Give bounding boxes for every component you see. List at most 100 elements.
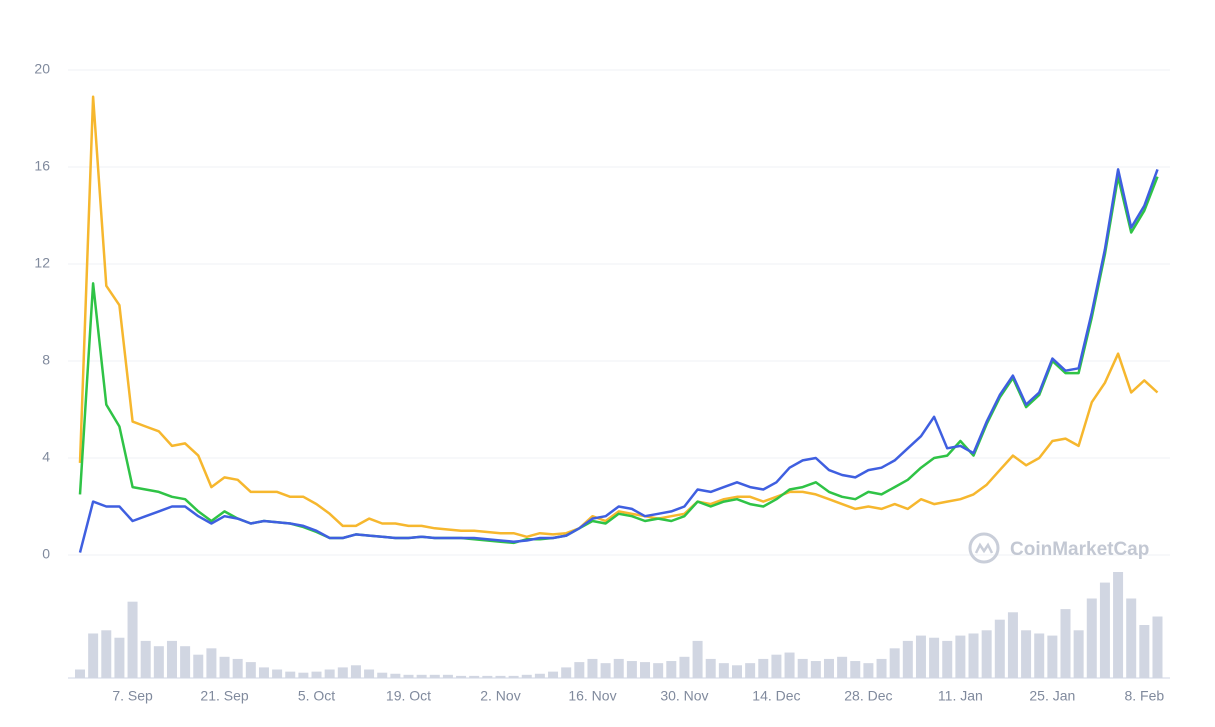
x-tick-label: 21. Sep — [200, 688, 248, 704]
volume-bar — [114, 637, 125, 678]
volume-bar — [377, 672, 388, 678]
volume-bar — [1021, 630, 1032, 678]
volume-bar — [180, 646, 191, 678]
volume-bar — [534, 673, 545, 678]
volume-bar — [193, 654, 204, 678]
volume-bar — [587, 658, 598, 678]
volume-bar — [1139, 625, 1150, 678]
volume-bar — [613, 658, 624, 678]
volume-bar — [1034, 633, 1045, 678]
volume-bar — [823, 658, 834, 678]
series-line — [78, 95, 1159, 539]
volume-bar — [889, 648, 900, 678]
x-tick-label: 5. Oct — [298, 688, 335, 704]
volume-bar — [1073, 630, 1084, 678]
volume-bar — [850, 661, 861, 678]
x-tick-label: 11. Jan — [938, 688, 983, 704]
x-tick-label: 16. Nov — [568, 688, 616, 704]
volume-bar — [548, 671, 559, 678]
volume-bar — [153, 646, 164, 678]
volume-bar — [88, 633, 99, 678]
volume-bar — [981, 630, 992, 678]
y-tick-label: 16 — [34, 158, 50, 174]
volume-bar — [166, 640, 177, 678]
volume-bar — [285, 671, 296, 678]
volume-bar — [968, 633, 979, 678]
volume-bar — [127, 601, 138, 678]
volume-bar — [837, 656, 848, 678]
volume-bar — [364, 669, 375, 678]
watermark-logo — [968, 532, 1000, 564]
volume-bar — [810, 661, 821, 678]
volume-bar — [863, 663, 874, 678]
volume-bar — [1060, 609, 1071, 678]
volume-bar — [902, 640, 913, 678]
volume-bar — [429, 674, 440, 678]
volume-bar — [521, 674, 532, 678]
volume-bar — [692, 640, 703, 678]
x-tick-label: 7. Sep — [112, 688, 153, 704]
volume-bar — [994, 619, 1005, 678]
volume-bar — [456, 675, 467, 678]
x-tick-label: 2. Nov — [480, 688, 520, 704]
volume-bar — [915, 635, 926, 678]
volume-bar — [75, 669, 85, 678]
watermark: CoinMarketCap — [1010, 539, 1149, 560]
y-tick-label: 0 — [42, 546, 50, 562]
volume-bar — [1086, 598, 1097, 678]
volume-bar — [718, 663, 729, 678]
volume-bar — [784, 652, 795, 678]
volume-bar — [561, 667, 572, 678]
volume-bar — [272, 669, 283, 678]
volume-bar — [797, 658, 808, 678]
volume-bar — [626, 661, 637, 678]
x-tick-label: 30. Nov — [660, 688, 708, 704]
volume-bar — [705, 658, 716, 678]
y-tick-label: 8 — [42, 352, 50, 368]
volume-bar — [1152, 616, 1163, 678]
volume-bar — [206, 648, 217, 678]
x-tick-label: 25. Jan — [1029, 688, 1075, 704]
volume-bar — [876, 658, 887, 678]
volume-bar — [232, 658, 243, 678]
volume-bar — [955, 635, 966, 678]
volume-bar — [600, 663, 611, 678]
volume-bar — [1113, 572, 1124, 678]
volume-bar — [1126, 598, 1137, 678]
x-tick-label: 14. Dec — [752, 688, 800, 704]
volume-bar — [258, 667, 269, 678]
volume-bar — [482, 675, 493, 678]
volume-bar — [442, 674, 453, 678]
volume-bar — [942, 640, 953, 678]
x-tick-label: 19. Oct — [386, 688, 431, 704]
volume-bar — [1007, 612, 1018, 678]
volume-bar — [350, 665, 361, 678]
volume-bar — [416, 674, 427, 678]
series-line — [78, 175, 1159, 545]
volume-bar — [469, 675, 480, 678]
volume-bar — [1047, 635, 1058, 678]
volume-bar — [101, 630, 112, 678]
volume-bar — [311, 671, 322, 678]
volume-bar — [403, 674, 414, 678]
volume-bar — [508, 675, 519, 678]
volume-bar — [298, 672, 309, 678]
volume-bar — [337, 667, 348, 678]
y-tick-label: 4 — [42, 449, 50, 465]
x-tick-label: 8. Feb — [1124, 688, 1164, 704]
volume-bar — [929, 637, 940, 678]
x-tick-label: 28. Dec — [844, 688, 892, 704]
volume-bar — [679, 656, 690, 678]
volume-bar — [666, 661, 677, 678]
volume-bar — [653, 663, 664, 678]
volume-bar — [390, 673, 401, 678]
volume-bar — [574, 662, 585, 678]
volume-bar — [758, 658, 769, 678]
y-tick-label: 12 — [34, 255, 50, 271]
volume-bar — [732, 665, 742, 678]
volume-bar — [140, 640, 151, 678]
volume-bar — [219, 656, 230, 678]
series-line — [78, 168, 1159, 553]
volume-bar — [771, 654, 782, 678]
volume-bar — [1099, 582, 1110, 678]
